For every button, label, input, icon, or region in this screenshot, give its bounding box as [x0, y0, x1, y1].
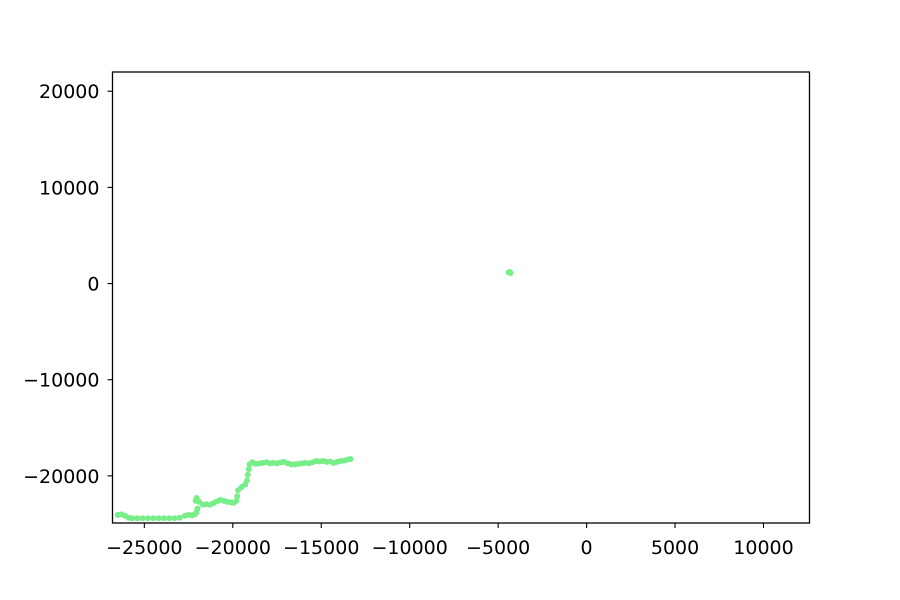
data-point — [166, 515, 173, 522]
y-tick-label: 0 — [87, 274, 99, 296]
data-point — [176, 514, 183, 521]
y-tick-label: 20000 — [39, 81, 99, 103]
plot-area-frame — [111, 71, 811, 524]
data-point — [233, 497, 240, 504]
data-point — [347, 456, 354, 463]
data-point — [234, 493, 241, 500]
data-point — [155, 515, 162, 522]
x-tick-label: −20000 — [195, 537, 271, 559]
data-point — [505, 269, 512, 276]
data-point — [194, 505, 201, 512]
data-point — [139, 515, 146, 522]
x-tick-label: 0 — [581, 537, 593, 559]
y-tick-label: 10000 — [39, 177, 99, 199]
data-point — [171, 515, 178, 522]
data-point — [244, 471, 251, 478]
data-points — [114, 269, 514, 522]
y-axis-ticks: −20000 −10000 0 10000 20000 — [23, 81, 113, 488]
x-axis-ticks: −25000 −20000 −15000 −10000 −5000 0 5000 10000 — [106, 523, 794, 559]
data-point — [160, 515, 167, 522]
data-point — [128, 515, 135, 522]
y-tick-label: −20000 — [23, 466, 99, 488]
x-tick-label: −25000 — [106, 537, 182, 559]
x-tick-label: −10000 — [372, 537, 448, 559]
y-tick-label: −10000 — [23, 370, 99, 392]
x-tick-label: 5000 — [651, 537, 699, 559]
x-tick-label: −5000 — [466, 537, 530, 559]
x-tick-label: 10000 — [733, 537, 793, 559]
data-point — [243, 477, 250, 484]
data-point — [144, 515, 151, 522]
data-point — [150, 515, 157, 522]
x-tick-label: −15000 — [283, 537, 359, 559]
data-point — [245, 466, 252, 473]
data-point — [134, 515, 141, 522]
